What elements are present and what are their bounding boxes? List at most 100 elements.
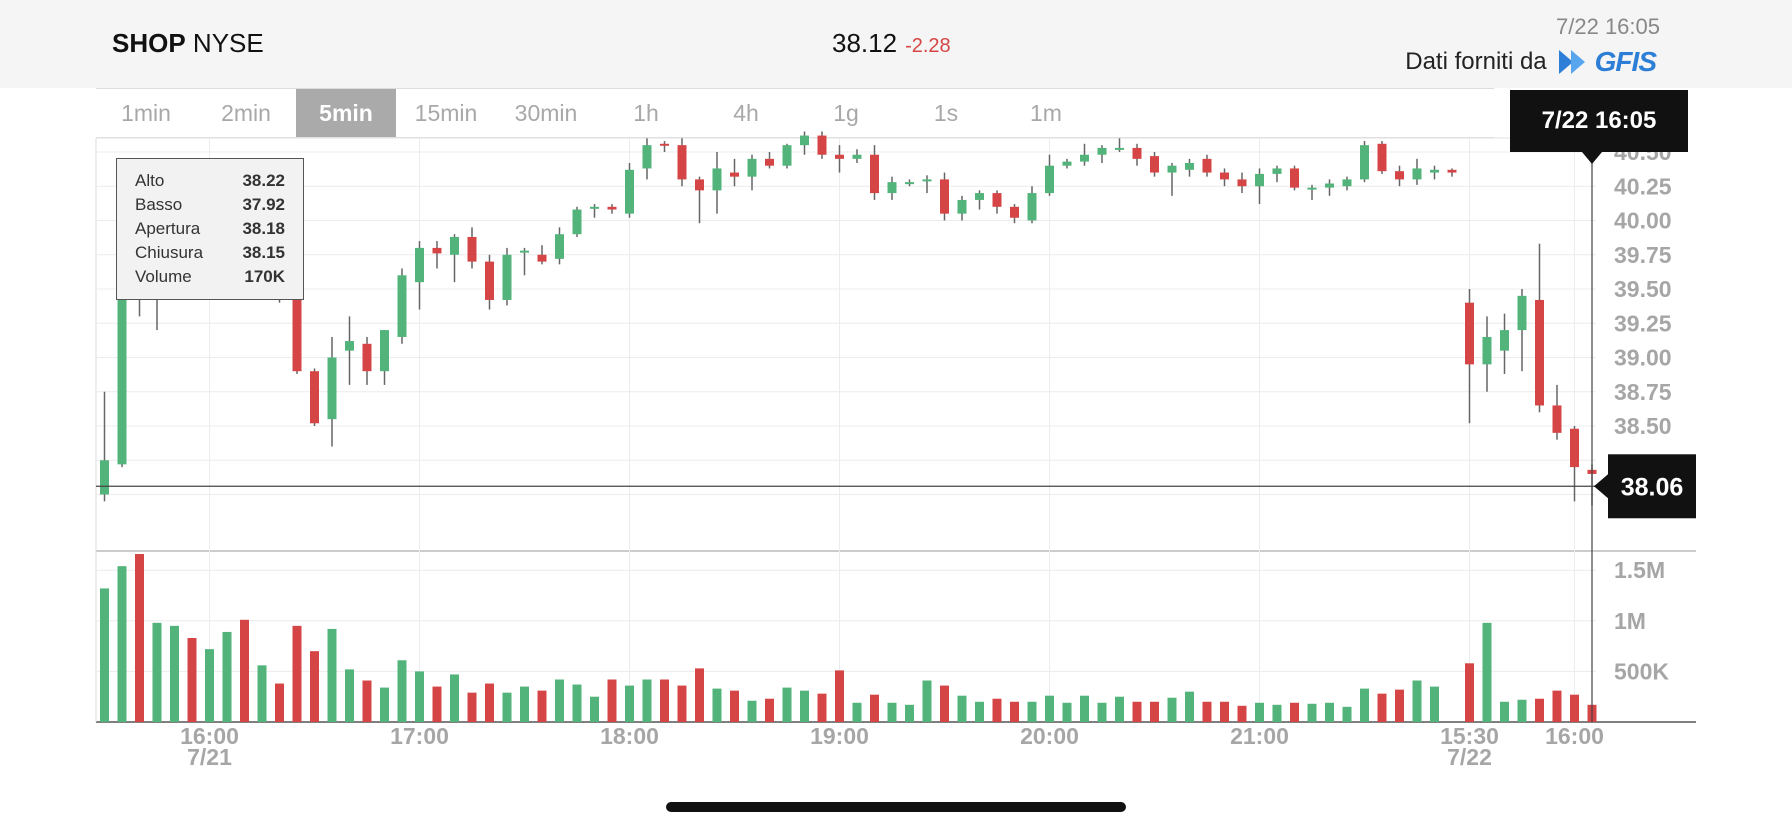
tab-15min[interactable]: 15min <box>414 100 478 126</box>
tooltip-row: Chiusura 38.15 <box>135 241 285 265</box>
tooltip-row: Alto 38.22 <box>135 169 285 193</box>
volume-bar <box>1062 702 1072 722</box>
volume-bar <box>1307 703 1317 722</box>
candle-body <box>870 154 879 194</box>
tooltip-row: Volume 170K <box>135 265 285 289</box>
time-tick-label: 16:00 <box>1545 723 1604 749</box>
candle-body <box>485 261 494 300</box>
volume-bar <box>1150 701 1159 722</box>
tooltip-label: Alto <box>135 171 165 190</box>
price-tick-label: 39.50 <box>1614 276 1672 302</box>
volume-tick-label: 1M <box>1614 608 1646 634</box>
tooltip-label: Basso <box>135 195 183 214</box>
volume-bar <box>1482 622 1492 722</box>
volume-bar <box>205 649 214 722</box>
volume-bar <box>625 685 634 722</box>
tooltip-value: 38.15 <box>242 243 285 262</box>
volume-bar <box>292 625 302 722</box>
tooltip-value: 170K <box>244 267 285 286</box>
tooltip-label: Chiusura <box>135 243 204 262</box>
volume-bar <box>905 704 914 722</box>
ohlc-tooltip: Alto 38.22 Basso 37.92 Apertura 38.18 Chiusura… <box>116 158 304 300</box>
price-tick-label: 40.25 <box>1614 173 1672 199</box>
candle-body <box>1535 299 1544 406</box>
tab-4h[interactable]: 4h <box>733 100 759 126</box>
volume-bar <box>152 622 162 722</box>
volume-bar <box>1377 693 1387 722</box>
candle-body <box>1027 193 1037 221</box>
candle-body <box>817 135 827 155</box>
volume-bar <box>1465 663 1474 722</box>
price-tick-label: 39.25 <box>1614 310 1672 336</box>
volume-bar <box>345 669 354 722</box>
tab-1g[interactable]: 1g <box>833 100 859 126</box>
home-indicator[interactable] <box>666 802 1126 812</box>
candle-body <box>782 145 792 166</box>
volume-bar <box>992 698 1002 722</box>
tab-1s[interactable]: 1s <box>933 100 959 126</box>
tab-1h[interactable]: 1h <box>633 100 659 126</box>
volume-bar <box>1430 686 1439 722</box>
tab-30min[interactable]: 30min <box>514 100 578 126</box>
candle-body <box>520 250 529 253</box>
volume-bar <box>450 674 459 722</box>
tab-5min[interactable]: 5min <box>296 89 396 137</box>
candle-body <box>835 154 844 159</box>
volume-bar <box>240 619 249 722</box>
price-tick-label: 40.00 <box>1614 208 1672 234</box>
volume-bar <box>1570 694 1579 722</box>
volume-bar <box>747 700 757 722</box>
volume-bar <box>695 668 704 722</box>
candle-body <box>1570 428 1579 468</box>
candle-body <box>1132 147 1142 159</box>
time-tick-label: 19:00 <box>810 723 869 749</box>
time-tick-label: 17:00 <box>390 723 449 749</box>
tab-1min[interactable]: 1min <box>121 100 171 126</box>
gfis-logo-text: GFIS <box>1594 46 1657 77</box>
tab-1m[interactable]: 1m <box>1030 100 1062 126</box>
tab-2min[interactable]: 2min <box>221 100 271 126</box>
tooltip-row: Basso 37.92 <box>135 193 285 217</box>
volume-bar <box>590 696 599 722</box>
gfis-logo: GFIS <box>1557 46 1657 78</box>
candle-body <box>1377 143 1387 172</box>
time-tick-label: 15:30 <box>1440 723 1499 749</box>
volume-bar <box>922 680 932 722</box>
volume-bar <box>1395 689 1404 722</box>
volume-bar <box>782 687 792 722</box>
volume-bar <box>852 702 862 722</box>
candle-body <box>1342 179 1352 187</box>
volume-bar <box>712 688 722 722</box>
volume-bar <box>1517 699 1527 722</box>
volume-bar <box>1255 702 1264 722</box>
candle-body <box>642 145 652 169</box>
candle-body <box>712 168 722 191</box>
volume-bar <box>327 628 337 722</box>
volume-bar <box>397 660 407 722</box>
candle-body <box>450 236 459 255</box>
volume-bar <box>257 665 267 722</box>
crosshair-time-pointer <box>1582 152 1602 164</box>
volume-bar <box>432 686 442 722</box>
volume-bar <box>1272 704 1282 722</box>
volume-bar <box>1167 697 1177 722</box>
volume-bar <box>642 679 652 722</box>
volume-bar <box>1115 696 1124 722</box>
volume-bar <box>1342 706 1352 722</box>
candle-body <box>905 182 914 185</box>
candle-body <box>922 179 932 182</box>
volume-bar <box>1500 701 1509 722</box>
volume-bar <box>1045 695 1054 722</box>
candle-body <box>625 169 634 214</box>
candle-body <box>940 179 949 214</box>
time-tick-date-label: 7/22 <box>1447 744 1492 770</box>
candle-body <box>310 371 319 424</box>
volume-bar <box>275 683 284 722</box>
price-tick-label: 38.75 <box>1614 379 1672 405</box>
candle-body <box>467 236 477 262</box>
candle-body <box>327 357 337 420</box>
candle-body <box>1517 295 1527 331</box>
candle-body <box>1552 405 1562 433</box>
volume-bar <box>572 684 582 722</box>
